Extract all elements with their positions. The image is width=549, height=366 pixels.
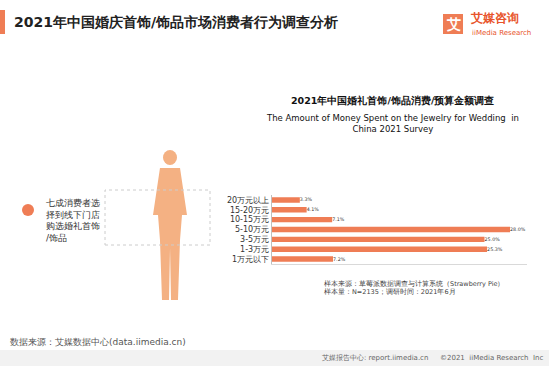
svg-text:15-20万元: 15-20万元: [230, 206, 269, 215]
svg-text:28.0%: 28.0%: [510, 227, 526, 232]
svg-text:艾: 艾: [446, 16, 461, 32]
svg-text:©2021 iiMedia Research Inc: ©2021 iiMedia Research Inc: [440, 354, 543, 362]
svg-text:2021年中国婚礼首饰/饰品消费/预算金额调查: 2021年中国婚礼首饰/饰品消费/预算金额调查: [291, 95, 494, 106]
svg-text:样本来源：草莓派数据调查与计算系统（Strawberry P: 样本来源：草莓派数据调查与计算系统（Strawberry Pie）样本量：N=2…: [324, 280, 505, 296]
svg-text:25.3%: 25.3%: [487, 247, 503, 252]
svg-text:7.2%: 7.2%: [333, 257, 346, 262]
svg-text:4.1%: 4.1%: [307, 207, 320, 212]
svg-text:1-3万元: 1-3万元: [240, 245, 269, 254]
svg-text:5-10万元: 5-10万元: [235, 225, 269, 234]
svg-text:iiMedia Research: iiMedia Research: [472, 29, 531, 37]
svg-text:3.3%: 3.3%: [300, 197, 313, 202]
svg-text:25.0%: 25.0%: [485, 237, 501, 242]
svg-text:艾媒咨询: 艾媒咨询: [470, 11, 519, 25]
svg-text:7.1%: 7.1%: [332, 217, 345, 222]
svg-text:3-5万元: 3-5万元: [240, 235, 269, 244]
svg-text:1万元以下: 1万元以下: [232, 255, 269, 264]
svg-text:20万元以上: 20万元以上: [227, 196, 269, 205]
svg-text:The Amount of Money Spent on t: The Amount of Money Spent on the Jewelry…: [266, 113, 519, 134]
svg-text:七成消费者选择到线下门店购选婚礼首饰/饰品: 七成消费者选择到线下门店购选婚礼首饰/饰品: [46, 198, 100, 243]
svg-text:10-15万元: 10-15万元: [230, 215, 269, 224]
svg-text:2021年中国婚庆首饰/饰品市场消费者行为调查分析: 2021年中国婚庆首饰/饰品市场消费者行为调查分析: [14, 14, 338, 30]
svg-text:数据来源：艾媒数据中心(data.iimedia.cn): 数据来源：艾媒数据中心(data.iimedia.cn): [10, 337, 186, 347]
svg-text:艾媒报告中心: report.iimedia.cn: 艾媒报告中心: report.iimedia.cn: [322, 354, 428, 362]
